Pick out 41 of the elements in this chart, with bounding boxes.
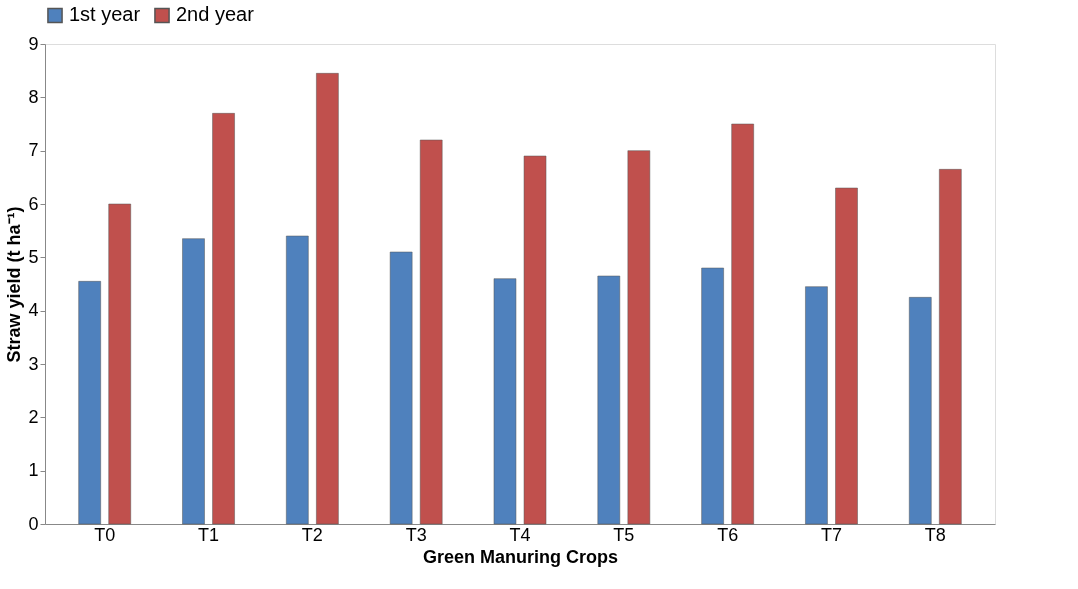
x-tick-label: T7 xyxy=(820,524,842,545)
bar xyxy=(182,238,205,525)
bar xyxy=(286,235,309,525)
y-tick-label: 3 xyxy=(28,353,39,374)
x-tick-label: T2 xyxy=(301,524,323,545)
y-tick-label: 0 xyxy=(28,513,39,534)
y-tick-label: 4 xyxy=(28,300,39,321)
y-tick-label: 2 xyxy=(28,406,39,427)
x-tick-label: T3 xyxy=(405,524,427,545)
bar xyxy=(212,113,235,525)
bar xyxy=(835,187,858,525)
x-tick-label: T6 xyxy=(717,524,739,545)
bar xyxy=(939,169,962,525)
bar xyxy=(493,278,517,525)
x-tick-label: T8 xyxy=(924,524,946,545)
x-tick-label: T0 xyxy=(94,524,116,545)
x-tick-label: T1 xyxy=(198,524,220,545)
legend-label: 1st year xyxy=(69,3,141,26)
bar xyxy=(701,267,724,525)
y-axis-title: Straw yield (t ha⁻¹) xyxy=(4,206,25,363)
bar xyxy=(389,251,413,525)
x-axis-title: Green Manuring Crops xyxy=(422,546,619,567)
y-tick-label: 5 xyxy=(28,246,39,267)
bar xyxy=(597,275,621,525)
bar xyxy=(316,73,339,525)
y-tick-label: 6 xyxy=(28,193,39,214)
legend-label: 2nd year xyxy=(176,3,255,26)
bar xyxy=(78,281,101,525)
y-tick-label: 9 xyxy=(28,33,39,54)
y-tick-label: 7 xyxy=(28,140,39,161)
bar xyxy=(419,139,443,525)
bar xyxy=(523,155,547,525)
bar xyxy=(627,150,651,525)
bar xyxy=(731,123,754,525)
bar xyxy=(805,286,828,525)
x-tick-label: T4 xyxy=(509,524,531,545)
y-tick-label: 8 xyxy=(28,86,39,107)
y-tick-label: 1 xyxy=(28,460,39,481)
bar xyxy=(108,203,131,525)
x-tick-label: T5 xyxy=(613,524,635,545)
bar xyxy=(909,297,932,525)
